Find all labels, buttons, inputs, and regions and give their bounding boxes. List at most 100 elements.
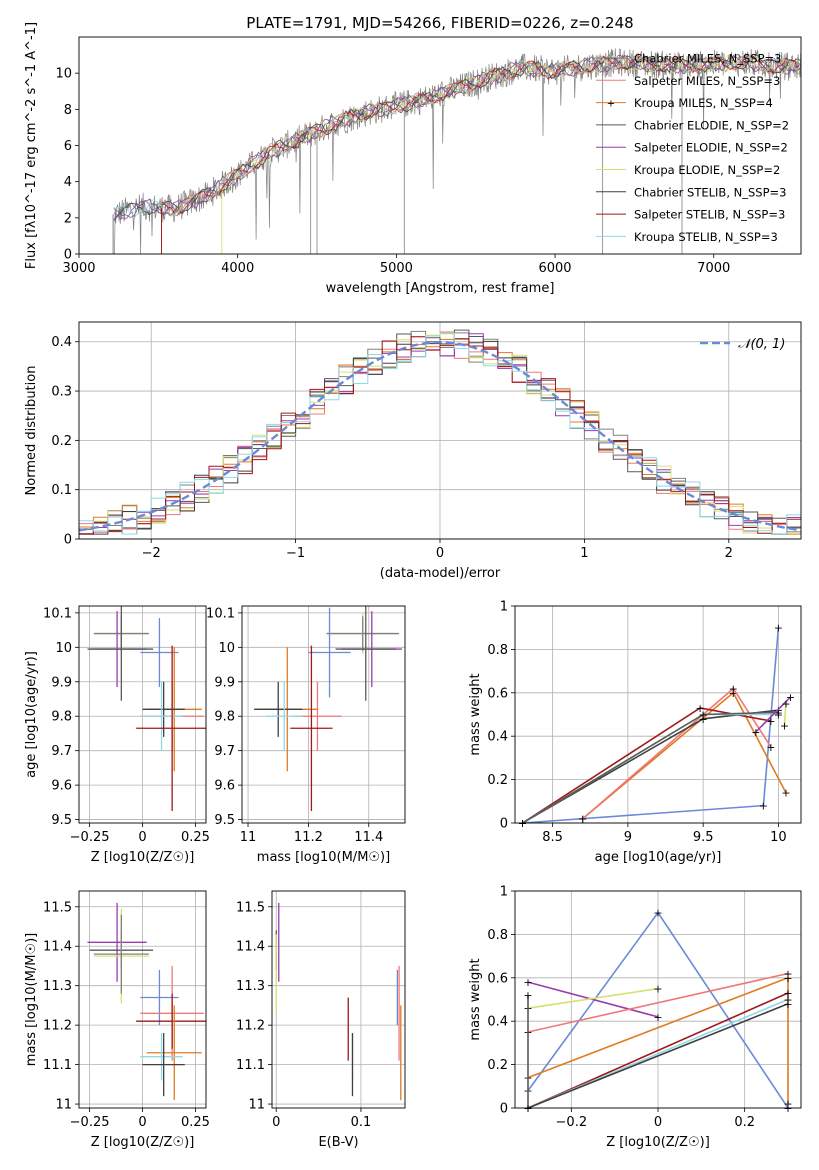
plot-frame [514, 605, 802, 824]
y-tick-label: 0.3 [51, 385, 72, 400]
histogram-step [79, 338, 801, 535]
weight-marker: + [523, 1102, 532, 1115]
y-tick-label: 0.1 [51, 483, 72, 498]
y-tick-label: 0.2 [487, 1058, 508, 1073]
weight-line [755, 696, 792, 733]
y-tick-label: 11.5 [43, 900, 72, 915]
x-tick-label: 5000 [380, 261, 413, 276]
y-axis-label: age [log10(age/yr)] [24, 651, 39, 778]
weight-marker: + [783, 967, 792, 980]
axes-mass_vs_EBV: 0 0.1 11 11.1 11.2 11.3 11.4 11.5 E(B-V) [236, 890, 406, 1150]
y-tick-label: 9.6 [214, 779, 235, 794]
x-axis-label: age [log10(age/yr)] [595, 850, 722, 865]
x-tick-label: 0 [138, 830, 146, 845]
axes-residuals: −2 −1 0 1 2 0 0.1 0.2 0.3 0.4 (data-model)/error No… [24, 321, 802, 581]
x-axis-label: Z [log10(Z/Z☉)] [91, 850, 195, 865]
x-tick-label: 6000 [538, 261, 571, 276]
y-tick-label: 1 [500, 600, 508, 615]
weight-line [783, 703, 787, 726]
weight-line [527, 987, 659, 1009]
plot-frame [78, 321, 802, 540]
y-axis-label: mass [log10(M/M☉)] [24, 933, 39, 1066]
x-tick-label: 0.25 [181, 1115, 210, 1130]
y-tick-label: 8 [64, 103, 72, 118]
weight-marker: + [653, 983, 662, 996]
y-tick-label: 0.4 [51, 335, 72, 350]
plot-frame [78, 36, 802, 255]
y-tick-label: 9.9 [214, 675, 235, 690]
x-tick-label: 3000 [62, 261, 95, 276]
errorbar-point [89, 606, 154, 701]
axes-weight_vs_Z: −0.2 0 0.2 0 0.2 0.4 0.6 0.8 1 Z [log10(Z/Z☉)] mas… [468, 885, 802, 1150]
x-tick-label: 9.5 [693, 830, 714, 845]
y-tick-label: 0.2 [487, 773, 508, 788]
y-tick-label: 0.4 [487, 730, 508, 745]
x-axis-label: Z [log10(Z/Z☉)] [606, 1135, 710, 1150]
weight-marker: + [523, 1102, 532, 1115]
axes-age_vs_Z: −0.25 0 0.25 9.5 9.6 9.7 9.8 9.9 10 10.1 Z [log10(… [24, 605, 210, 865]
weight-marker: + [751, 726, 760, 739]
weight-line [582, 687, 772, 820]
y-tick-label: 0.8 [487, 928, 508, 943]
legend-entry-label: Kroupa STELIB, N_SSP=3 [634, 230, 778, 244]
y-tick-label: 9.6 [51, 779, 72, 794]
x-tick-label: 1 [580, 546, 588, 561]
x-tick-label: 4000 [221, 261, 254, 276]
x-tick-label: 0.1 [351, 1115, 372, 1130]
figure-title: PLATE=1791, MJD=54266, FIBERID=0226, z=0… [246, 14, 633, 32]
errorbar-point [142, 1033, 185, 1097]
weight-line [522, 707, 772, 823]
axes-spectrum: 3000 4000 5000 6000 7000 0 2 4 6 8 10 wavelength [A… [24, 22, 802, 296]
weight-marker: + [786, 691, 795, 704]
y-tick-label: 0.2 [51, 434, 72, 449]
weight-line [527, 981, 659, 1018]
y-tick-label: 11.5 [236, 900, 265, 915]
y-axis-label: Flux [fλ10^-17 erg cm^-2 s^-1 A^-1] [24, 22, 39, 269]
errorbar-point [87, 902, 147, 982]
weight-marker: + [696, 702, 705, 715]
weight-marker: + [783, 998, 792, 1011]
x-tick-label: 11.4 [354, 830, 383, 845]
errorbar-point [93, 914, 149, 994]
errorbar-point [136, 645, 206, 811]
y-tick-label: 0 [64, 533, 72, 548]
x-axis-label: Z [log10(Z/Z☉)] [91, 1135, 195, 1150]
weight-marker: + [781, 787, 790, 800]
errorbar-point [140, 681, 183, 751]
y-tick-label: 9.5 [51, 813, 72, 828]
y-tick-label: 9.9 [51, 675, 72, 690]
y-tick-label: 10.1 [43, 606, 72, 621]
weight-marker: + [523, 976, 532, 989]
weight-marker: + [699, 709, 708, 722]
weight-marker: + [783, 994, 792, 1007]
y-tick-label: 10 [55, 641, 72, 656]
weight-marker: + [774, 709, 783, 722]
weight-marker: + [783, 1098, 792, 1111]
weight-marker: + [783, 987, 792, 1000]
errorbar-point [335, 606, 396, 701]
y-tick-label: 6 [64, 139, 72, 154]
y-tick-label: 11.1 [43, 1058, 72, 1073]
errorbar-point [146, 1005, 202, 1101]
y-tick-label: 0.6 [487, 971, 508, 986]
weight-marker: + [766, 715, 775, 728]
y-tick-label: 10.1 [206, 606, 235, 621]
x-tick-label: 10 [770, 830, 787, 845]
x-axis-label: mass [log10(M/M☉)] [257, 850, 390, 865]
plot-frame [241, 605, 406, 824]
weight-line [527, 972, 789, 1033]
axes-weight_vs_age: 8.5 9 9.5 10 0 0.2 0.4 0.6 0.8 1 age [log10(age/yr… [468, 600, 802, 865]
legend-entry-label: Salpeter STELIB, N_SSP=3 [634, 208, 785, 222]
y-tick-label: 11.1 [236, 1058, 265, 1073]
weight-marker: + [578, 813, 587, 826]
weight-marker: + [774, 622, 783, 635]
errorbar-point [266, 681, 303, 751]
weight-marker: + [518, 817, 527, 830]
y-tick-label: 9.8 [51, 710, 72, 725]
plot-frame [514, 890, 802, 1109]
weight-marker: + [759, 800, 768, 813]
weight-line [527, 1003, 789, 1108]
errorbar-point [326, 616, 399, 651]
legend-entry-label: Chabrier MILES, N_SSP=3 [634, 52, 781, 66]
weight-line [522, 709, 779, 823]
